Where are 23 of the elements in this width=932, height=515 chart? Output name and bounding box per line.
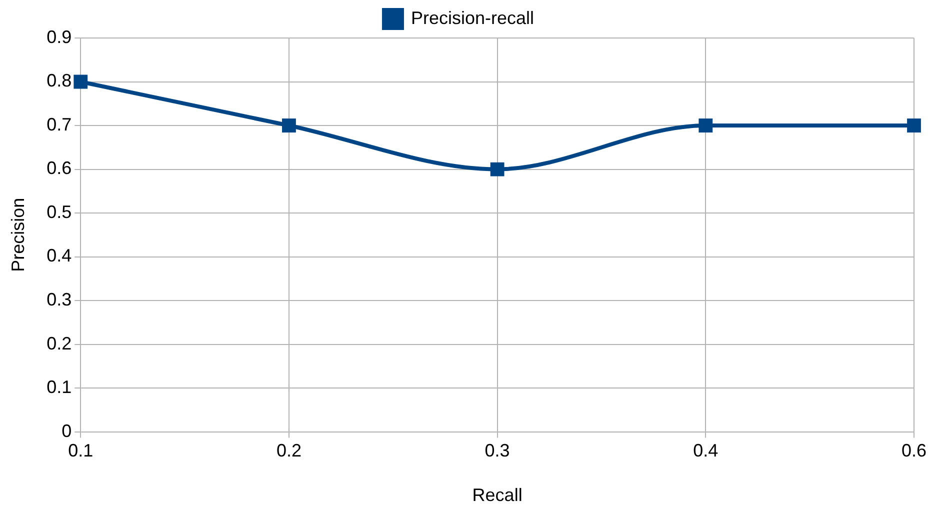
x-tick-label: 0.3 — [484, 440, 510, 461]
x-tick-label: 0.1 — [68, 440, 94, 461]
point — [282, 118, 296, 132]
y-tick-label: 0.8 — [46, 70, 72, 91]
x-tick-label: 0.4 — [693, 440, 718, 461]
y-tick-label: 0.5 — [46, 202, 72, 222]
point — [490, 162, 504, 176]
x-tick-label: 0.2 — [276, 440, 302, 461]
x-tick-label: 0.6 — [901, 440, 927, 461]
y-tick-label: 0.7 — [46, 114, 72, 134]
y-tick-label: 0.1 — [46, 377, 72, 398]
y-tick-label: 0.4 — [46, 246, 72, 266]
point — [907, 118, 921, 132]
y-tick-label: 0.9 — [46, 26, 72, 47]
point — [698, 118, 713, 132]
y-axis-title: Precision — [8, 198, 28, 272]
y-tick-label: 0.2 — [46, 333, 72, 354]
legend-label: Precision-recall — [410, 8, 534, 28]
x-axis-title: Recall — [472, 485, 522, 506]
y-tick-label: 0.3 — [46, 290, 72, 310]
point — [74, 74, 88, 89]
y-tick-label: 0 — [62, 420, 72, 441]
y-tick-label: 0.6 — [46, 158, 72, 178]
